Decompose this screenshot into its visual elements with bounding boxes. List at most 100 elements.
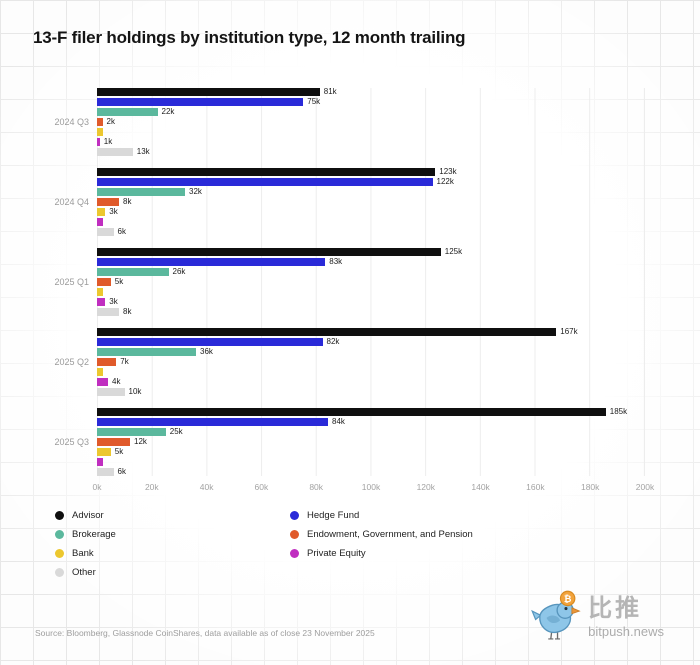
bar-bank bbox=[97, 128, 103, 136]
bar-row: 82k bbox=[97, 338, 647, 346]
bitpush-bird-logo: ₿ bbox=[531, 590, 581, 640]
bar-value-label: 83k bbox=[329, 257, 343, 266]
category-group-2024-q4: 2024 Q4 123k 122k 32k 8k 3k 6k bbox=[35, 168, 647, 236]
legend-dot bbox=[55, 549, 64, 558]
x-axis: 0k 20k 40k 60k 80k 100k 120k 140k 160k 180k 200k bbox=[93, 482, 655, 494]
legend-dot bbox=[55, 568, 64, 577]
bar-row: 123k bbox=[97, 168, 647, 176]
x-tick-label: 60k bbox=[254, 482, 269, 492]
bar-row: 36k bbox=[97, 348, 647, 356]
bar-endowment-government-and-pension bbox=[97, 118, 103, 126]
bar-other bbox=[97, 308, 119, 316]
bar-advisor bbox=[97, 88, 320, 96]
bar-row: 3k bbox=[97, 208, 647, 216]
bar-row: 7k bbox=[97, 358, 647, 366]
bar-value-label: 5k bbox=[114, 447, 124, 456]
bar-value-label: 84k bbox=[332, 417, 345, 426]
bar-row: 125k bbox=[97, 248, 647, 256]
legend-label: Advisor bbox=[72, 510, 104, 521]
bar-value-label: 122k bbox=[436, 177, 454, 186]
y-category-label: 2025 Q1 bbox=[54, 276, 89, 287]
bar-row: 75k bbox=[97, 98, 647, 106]
legend-label: Bank bbox=[72, 548, 94, 559]
category-group-2025-q2: 2025 Q2 167k 82k 36k 7k 4k 10k bbox=[35, 328, 647, 396]
category-group-2025-q3: 2025 Q3 185k 84k 25k 12k 5k 6k bbox=[35, 408, 647, 476]
bar-value-label: 3k bbox=[109, 207, 118, 216]
bar-row: 10k bbox=[97, 388, 647, 396]
legend-column-2: Hedge Fund Endowment, Government, and Pen… bbox=[290, 510, 473, 578]
bar-row bbox=[97, 288, 647, 296]
bar-cluster: 81k 75k 22k 2k 1k 13k bbox=[97, 88, 647, 156]
bar-value-label: 185k bbox=[609, 407, 628, 416]
bar-value-label: 7k bbox=[120, 357, 129, 366]
bar-value-label: 13k bbox=[136, 147, 150, 156]
bar-advisor bbox=[97, 328, 557, 336]
bar-value-label: 75k bbox=[307, 97, 321, 106]
x-tick-label: 20k bbox=[144, 482, 159, 492]
y-category-label: 2025 Q2 bbox=[54, 356, 89, 367]
bar-endowment-government-and-pension bbox=[97, 438, 130, 446]
legend-dot bbox=[290, 511, 299, 520]
bar-bank bbox=[97, 368, 103, 376]
bar-cluster: 123k 122k 32k 8k 3k 6k bbox=[97, 168, 647, 236]
bar-row bbox=[97, 128, 647, 136]
bar-brokerage bbox=[97, 268, 169, 276]
bar-hedge-fund bbox=[97, 178, 433, 186]
y-category-label: 2024 Q4 bbox=[54, 196, 89, 207]
bar-value-label: 8k bbox=[123, 307, 132, 316]
bar-row: 81k bbox=[97, 88, 647, 96]
brand-domain: bitpush.news bbox=[588, 623, 664, 639]
y-category-label: 2024 Q3 bbox=[54, 116, 89, 127]
x-tick-label: 40k bbox=[199, 482, 214, 492]
bar-private-equity bbox=[97, 458, 103, 466]
legend-dot bbox=[55, 511, 64, 520]
category-group-2024-q3: 2024 Q3 81k 75k 22k 2k 1k 13k bbox=[35, 88, 647, 156]
bar-value-label: 25k bbox=[169, 427, 183, 436]
bar-endowment-government-and-pension bbox=[97, 278, 111, 286]
bar-value-label: 10k bbox=[128, 387, 142, 396]
bar-value-label: 6k bbox=[117, 227, 126, 236]
bar-row: 5k bbox=[97, 278, 647, 286]
bar-brokerage bbox=[97, 428, 166, 436]
bar-brokerage bbox=[97, 348, 196, 356]
legend-item-bank: Bank bbox=[55, 548, 290, 559]
bar-hedge-fund bbox=[97, 418, 328, 426]
bar-cluster: 125k 83k 26k 5k 3k 8k bbox=[97, 248, 647, 316]
legend-item-brokerage: Brokerage bbox=[55, 529, 290, 540]
bar-row: 122k bbox=[97, 178, 647, 186]
legend-item-private-equity: Private Equity bbox=[290, 548, 473, 559]
y-category-label: 2025 Q3 bbox=[54, 436, 89, 447]
legend-label: Hedge Fund bbox=[307, 510, 360, 521]
bar-row bbox=[97, 368, 647, 376]
bar-row: 6k bbox=[97, 468, 647, 476]
watermark: ₿ 比推 bitpush.news bbox=[528, 590, 664, 644]
bar-private-equity bbox=[97, 298, 106, 306]
bar-hedge-fund bbox=[97, 258, 326, 266]
bar-bank bbox=[97, 208, 106, 216]
bar-brokerage bbox=[97, 108, 158, 116]
bar-value-label: 3k bbox=[109, 297, 118, 306]
bar-row: 6k bbox=[97, 228, 647, 236]
bar-value-label: 1k bbox=[103, 137, 113, 146]
source-note: Source: Bloomberg, Glassnode CoinShares,… bbox=[35, 628, 375, 638]
bitcoin-coin-icon bbox=[560, 590, 576, 607]
x-tick-label: 160k bbox=[526, 482, 545, 492]
legend-label: Endowment, Government, and Pension bbox=[307, 529, 473, 540]
bar-value-label: 22k bbox=[161, 107, 175, 116]
bar-row: 25k bbox=[97, 428, 647, 436]
bar-row: 185k bbox=[97, 408, 647, 416]
bar-value-label: 6k bbox=[117, 467, 126, 476]
bar-row: 26k bbox=[97, 268, 647, 276]
x-tick-label: 100k bbox=[361, 482, 381, 492]
legend-dot bbox=[55, 530, 64, 539]
bar-row: 13k bbox=[97, 148, 647, 156]
bar-endowment-government-and-pension bbox=[97, 358, 117, 366]
chart: 2024 Q3 81k 75k 22k 2k 1k 13k 2024 Q4 123k 122k 32… bbox=[35, 88, 655, 494]
chart-title: 13-F filer holdings by institution type,… bbox=[33, 28, 466, 47]
bar-cluster: 167k 82k 36k 7k 4k 10k bbox=[97, 328, 647, 396]
x-tick-label: 200k bbox=[635, 482, 655, 492]
bar-row bbox=[97, 218, 647, 226]
bar-other bbox=[97, 228, 114, 236]
bar-value-label: 26k bbox=[172, 267, 186, 276]
legend-dot bbox=[290, 530, 299, 539]
